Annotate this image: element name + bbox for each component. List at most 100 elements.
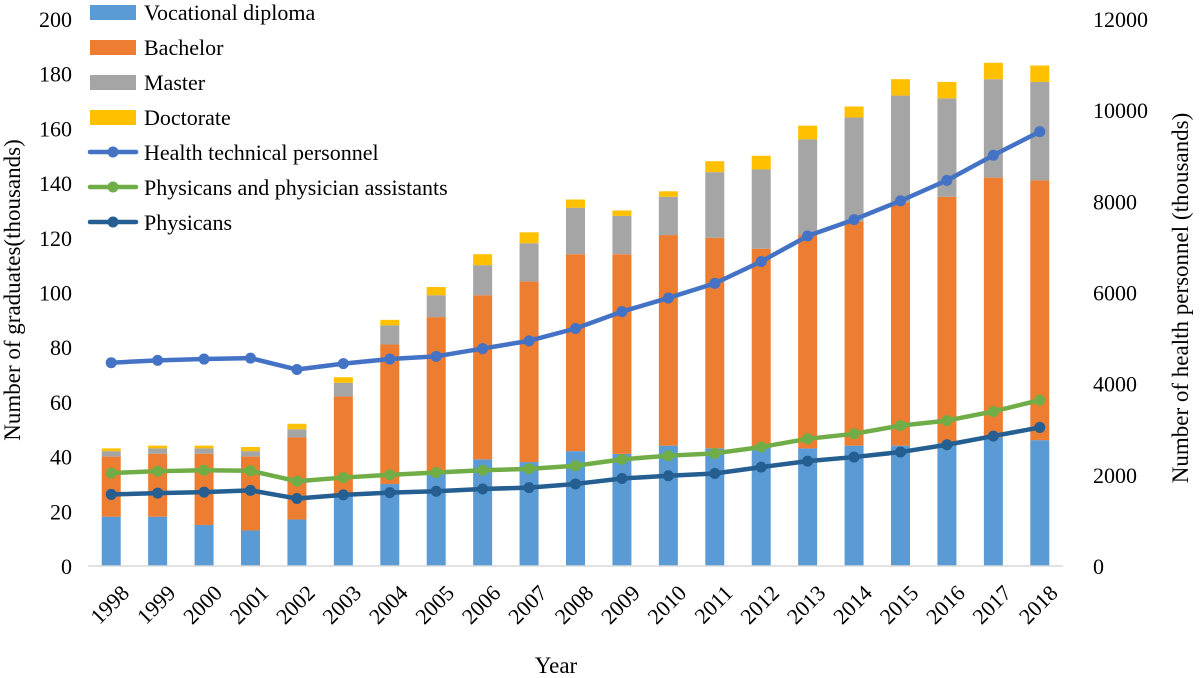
legend-swatch-master	[90, 75, 136, 90]
y-left-tick-label: 60	[50, 390, 72, 415]
bar-vocational-diploma-2008	[566, 451, 585, 566]
bar-doctorate-1999	[148, 445, 168, 449]
bar-bachelor-2005	[426, 317, 446, 474]
point-physicans-and-physician-assistants-2017	[987, 405, 999, 417]
bar-doctorate-2015	[891, 79, 910, 96]
point-physicans-and-physician-assistants-2000	[198, 464, 210, 476]
bar-doctorate-2013	[798, 125, 818, 140]
point-physicans-and-physician-assistants-2018	[1034, 394, 1046, 406]
x-tick-label-2005: 2005	[410, 580, 459, 629]
y-left-tick-label: 20	[50, 499, 72, 524]
point-physicans-and-physician-assistants-2006	[477, 464, 489, 476]
bar-vocational-diploma-2002	[287, 519, 307, 566]
point-physicans-2009	[616, 472, 628, 484]
y-left-tick-label: 100	[39, 281, 72, 306]
point-health-technical-personnel-2018	[1034, 126, 1046, 138]
bar-bachelor-2004	[380, 344, 400, 484]
bar-master-2002	[287, 429, 307, 438]
y-left-tick-label: 180	[39, 62, 72, 87]
bar-master-2003	[333, 382, 353, 397]
point-physicans-2005	[430, 485, 442, 497]
bar-vocational-diploma-2000	[194, 524, 214, 566]
point-physicans-2006	[477, 483, 489, 495]
x-tick-label-2010: 2010	[642, 580, 691, 629]
x-tick-label-2000: 2000	[178, 580, 227, 629]
bar-doctorate-1998	[101, 448, 121, 452]
y-left-tick-label: 80	[50, 335, 72, 360]
y-right-tick-label: 6000	[1093, 281, 1137, 306]
point-physicans-2011	[709, 467, 721, 479]
bar-bachelor-2008	[566, 254, 585, 452]
point-physicans-and-physician-assistants-2007	[523, 463, 535, 475]
bar-bachelor-2006	[473, 295, 493, 460]
y-right-tick-label: 8000	[1093, 189, 1137, 214]
bar-vocational-diploma-2003	[333, 494, 353, 566]
bar-doctorate-2014	[844, 106, 864, 118]
legend-label-physicans: Physicans	[144, 210, 232, 235]
bar-vocational-diploma-2016	[937, 442, 957, 566]
bar-bachelor-1998	[101, 456, 121, 517]
bar-bachelor-2003	[333, 396, 353, 495]
bar-vocational-diploma-2007	[519, 462, 539, 566]
x-tick-label-2014: 2014	[828, 580, 877, 629]
y-left-tick-label: 200	[39, 7, 72, 32]
bar-doctorate-2017	[983, 62, 1003, 80]
point-health-technical-personnel-2005	[430, 350, 442, 362]
bar-vocational-diploma-2001	[241, 530, 260, 566]
point-physicans-2013	[802, 455, 814, 467]
bar-vocational-diploma-2005	[426, 473, 446, 566]
bar-vocational-diploma-2006	[473, 459, 493, 566]
point-physicans-2002	[291, 493, 303, 505]
legend-swatch-vocational-diploma	[90, 5, 136, 20]
point-physicans-2015	[895, 446, 906, 458]
x-tick-label-1998: 1998	[85, 580, 134, 629]
legend-label-physicans-and-physician-assistants: Physicans and physician assistants	[144, 175, 448, 200]
bar-doctorate-2006	[473, 254, 493, 266]
x-tick-label-2008: 2008	[550, 580, 599, 629]
bar-vocational-diploma-1998	[101, 516, 121, 566]
point-physicans-2004	[384, 487, 396, 499]
bar-bachelor-2010	[658, 235, 678, 446]
point-physicans-and-physician-assistants-2003	[337, 472, 349, 484]
bar-vocational-diploma-2014	[844, 445, 864, 566]
point-health-technical-personnel-2013	[802, 230, 814, 242]
point-health-technical-personnel-2004	[384, 353, 396, 365]
x-tick-label-2003: 2003	[317, 580, 366, 629]
point-physicans-2017	[987, 430, 999, 442]
bar-master-2014	[844, 117, 864, 222]
point-physicans-and-physician-assistants-2010	[662, 450, 674, 462]
point-physicans-2001	[245, 484, 256, 496]
legend-marker-health-technical-personnel	[107, 146, 119, 158]
y-axis-left-ticks: 0 20 40 60 80 100 120 140 160 180 200	[39, 7, 72, 579]
point-physicans-2010	[662, 470, 674, 482]
x-tick-label-2006: 2006	[457, 580, 506, 629]
point-health-technical-personnel-2012	[755, 256, 767, 268]
bar-master-2005	[426, 295, 446, 318]
point-physicans-and-physician-assistants-2009	[616, 453, 628, 465]
bar-bachelor-2015	[891, 202, 910, 446]
bar-doctorate-2005	[426, 287, 446, 296]
y-axis-right-ticks: 0 2000 4000 6000 8000 10000 12000	[1093, 7, 1148, 579]
y-right-tick-label: 4000	[1093, 372, 1137, 397]
bar-vocational-diploma-2010	[658, 445, 678, 566]
legend-marker-physicans-and-physician-assistants	[107, 181, 119, 193]
legend: Vocational diploma Bachelor Master Doctorat…	[87, 0, 448, 235]
point-health-technical-personnel-2010	[662, 292, 674, 304]
point-physicans-1999	[152, 487, 164, 499]
bar-bachelor-2018	[1030, 180, 1050, 441]
bar-vocational-diploma-2011	[705, 448, 725, 566]
bar-vocational-diploma-2015	[891, 445, 910, 566]
bar-bachelor-2007	[519, 281, 539, 463]
x-tick-label-2002: 2002	[271, 580, 320, 629]
bar-doctorate-2010	[658, 191, 678, 197]
bar-master-2007	[519, 243, 539, 282]
x-tick-label-2009: 2009	[596, 580, 645, 629]
legend-label-master: Master	[144, 70, 206, 95]
y-right-tick-label: 10000	[1093, 98, 1148, 123]
point-health-technical-personnel-2017	[987, 149, 999, 161]
point-physicans-and-physician-assistants-1999	[152, 465, 164, 477]
x-axis-ticks: 1998199920002001200220032004200520062007…	[85, 580, 1062, 629]
point-health-technical-personnel-2016	[941, 174, 953, 186]
x-tick-label-2012: 2012	[735, 580, 784, 629]
